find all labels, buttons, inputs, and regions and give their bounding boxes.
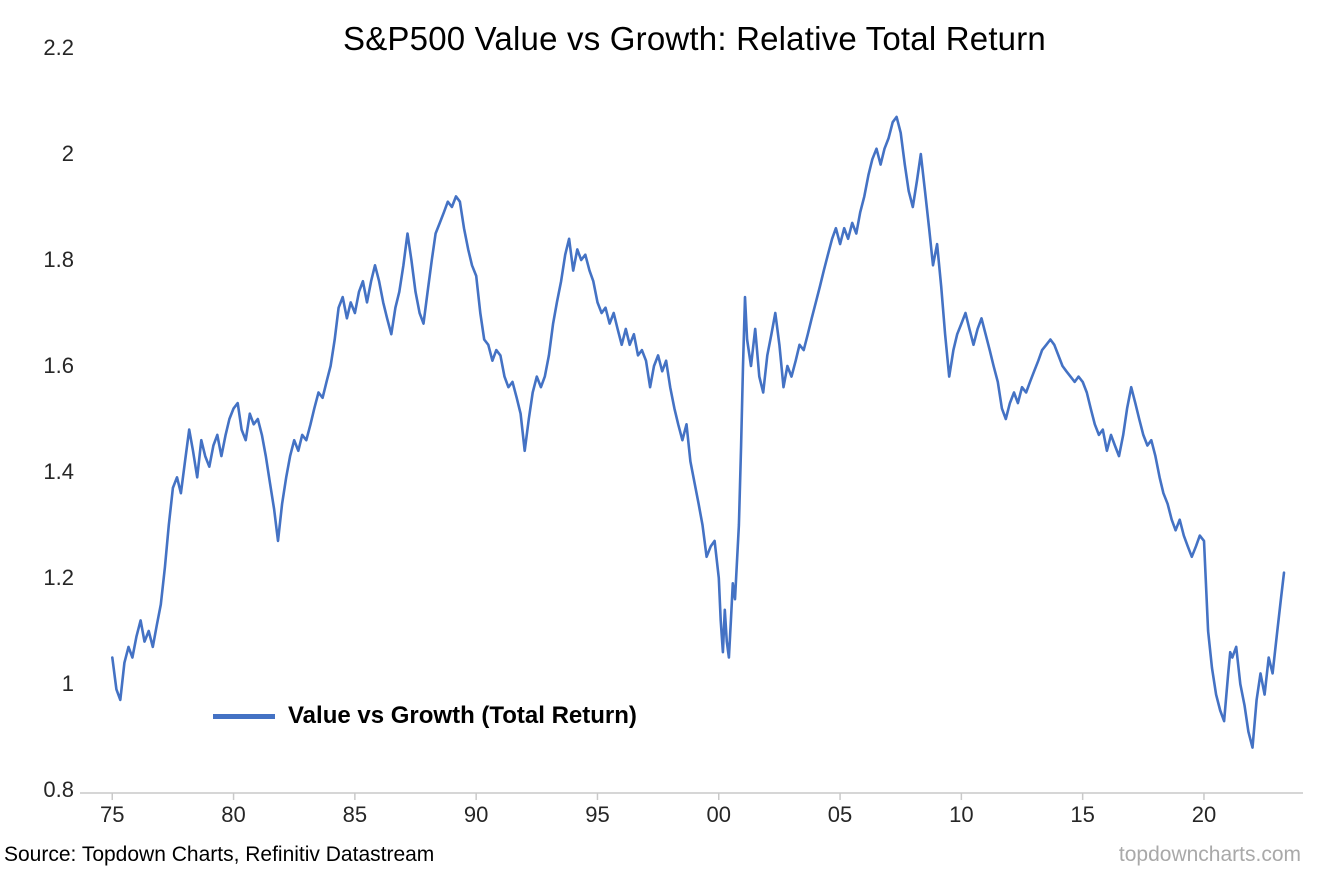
x-tick-label: 00: [706, 802, 731, 827]
x-tick-label: 85: [342, 802, 368, 827]
x-tick-label: 80: [221, 802, 246, 827]
y-tick-label: 1.4: [43, 459, 74, 484]
chart-title: S&P500 Value vs Growth: Relative Total R…: [343, 20, 1046, 57]
x-tick-label: 20: [1191, 802, 1217, 827]
y-tick-label: 1.6: [43, 353, 74, 378]
value-vs-growth-line: [111, 115, 1286, 749]
x-tick-label: 05: [827, 802, 853, 827]
x-tick-label: 90: [463, 802, 489, 827]
y-tick-label: 1.8: [43, 247, 74, 272]
x-tick-label: 15: [1070, 802, 1095, 827]
y-tick-label: 2.2: [43, 35, 74, 60]
y-tick-label: 1.2: [43, 565, 74, 590]
x-tick-label: 10: [949, 802, 974, 827]
x-tick-label: 95: [585, 802, 610, 827]
y-tick-label: 0.8: [43, 777, 74, 802]
legend-line-swatch: [213, 713, 275, 719]
watermark: topdowncharts.com: [1118, 843, 1301, 866]
x-tick-label: 75: [100, 802, 125, 827]
source-note: Source: Topdown Charts, Refinitiv Datast…: [4, 843, 435, 866]
legend-label: Value vs Growth (Total Return): [288, 702, 637, 729]
y-tick-label: 2: [61, 141, 74, 166]
legend: Value vs Growth (Total Return): [213, 702, 637, 730]
y-tick-label: 1: [61, 671, 74, 696]
